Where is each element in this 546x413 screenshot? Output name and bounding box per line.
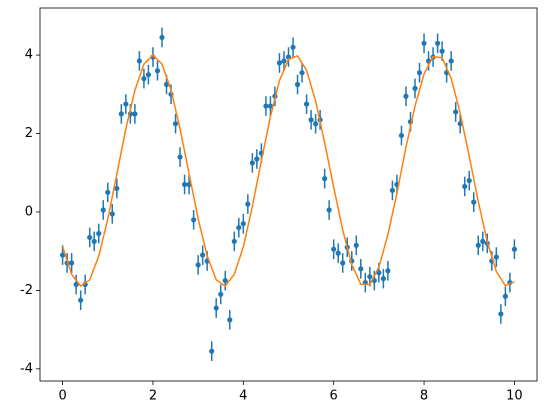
data-point — [132, 111, 138, 117]
data-point — [421, 40, 427, 46]
data-point — [78, 297, 84, 303]
data-point — [340, 260, 346, 266]
data-point — [145, 72, 152, 78]
data-point — [263, 103, 269, 109]
data-point — [209, 348, 215, 354]
data-point — [195, 262, 201, 268]
data-point — [462, 183, 468, 190]
data-point — [466, 177, 472, 184]
plot-frame — [39, 7, 538, 382]
x-tick-label: 8 — [420, 389, 428, 404]
data-point — [154, 68, 161, 74]
data-point — [493, 254, 499, 260]
data-point — [177, 154, 183, 160]
data-point — [109, 211, 115, 217]
data-point — [136, 58, 142, 64]
data-point — [331, 246, 337, 252]
y-tick-label: 4 — [25, 48, 33, 63]
data-point — [294, 81, 301, 88]
data-point — [471, 199, 477, 205]
x-tick-label: 0 — [58, 389, 66, 404]
data-point — [385, 268, 391, 274]
data-point — [245, 201, 251, 207]
data-point — [73, 281, 79, 288]
data-point — [254, 156, 260, 162]
data-point — [114, 185, 120, 192]
data-point — [163, 81, 170, 88]
data-point — [100, 207, 106, 213]
y-tick-label: 0 — [25, 204, 33, 219]
data-point — [308, 117, 314, 123]
data-point — [326, 207, 332, 213]
data-point — [123, 101, 129, 107]
data-point — [502, 293, 508, 299]
data-point — [353, 242, 359, 248]
data-point — [335, 250, 341, 256]
data-point — [435, 40, 441, 46]
data-point — [159, 34, 165, 41]
data-point — [236, 225, 242, 231]
data-point — [87, 234, 93, 241]
data-point — [267, 103, 274, 109]
data-point — [398, 132, 405, 139]
data-point — [358, 266, 364, 272]
y-tick-label: 2 — [25, 126, 33, 141]
data-point — [276, 60, 283, 66]
data-point — [141, 75, 147, 82]
data-point — [303, 101, 310, 107]
data-point — [91, 238, 97, 244]
data-point — [416, 70, 423, 76]
data-point — [249, 160, 255, 166]
data-point — [96, 230, 102, 237]
data-point — [281, 58, 287, 64]
data-point — [403, 93, 409, 99]
data-point — [448, 58, 454, 64]
data-point — [240, 221, 246, 227]
data-point — [290, 44, 296, 50]
x-tick-label: 10 — [506, 389, 523, 404]
data-point — [231, 238, 237, 244]
x-tick-label: 6 — [330, 389, 338, 404]
data-point — [118, 111, 124, 117]
data-point — [218, 291, 224, 297]
data-point — [181, 181, 188, 188]
data-point — [191, 217, 197, 223]
data-point — [172, 121, 179, 127]
data-point — [227, 317, 233, 323]
data-point — [376, 270, 382, 276]
data-point — [367, 274, 373, 280]
data-point — [511, 246, 518, 252]
data-point — [439, 48, 445, 54]
data-point — [299, 70, 305, 76]
data-point — [453, 109, 459, 115]
data-point — [480, 238, 486, 244]
data-point — [105, 189, 111, 195]
data-point — [313, 121, 319, 127]
data-point — [59, 252, 66, 258]
data-point — [389, 187, 396, 193]
x-tick-label: 2 — [149, 389, 157, 404]
data-point — [412, 85, 418, 92]
fit-line — [61, 54, 515, 288]
x-tick-label: 4 — [239, 389, 247, 404]
data-point — [200, 252, 206, 258]
y-tick-label: -2 — [20, 283, 33, 298]
data-point — [322, 176, 328, 182]
data-point — [380, 276, 386, 282]
data-point — [475, 242, 481, 248]
data-point — [69, 260, 75, 266]
y-tick-label: -4 — [20, 361, 33, 376]
data-point — [498, 311, 504, 317]
data-point — [213, 305, 219, 311]
data-point — [222, 277, 228, 284]
